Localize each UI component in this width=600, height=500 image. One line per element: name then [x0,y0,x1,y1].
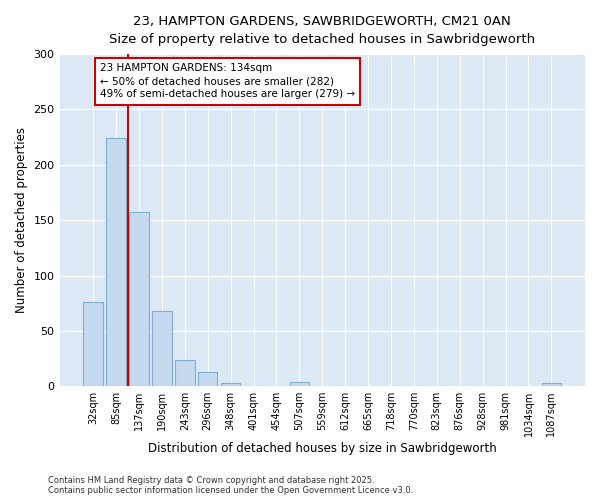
Bar [152,311,172,386]
Bar [198,372,217,386]
Bar [221,383,241,386]
Bar [129,212,149,386]
Text: 23 HAMPTON GARDENS: 134sqm
← 50% of detached houses are smaller (282)
49% of sem: 23 HAMPTON GARDENS: 134sqm ← 50% of deta… [100,63,355,100]
X-axis label: Distribution of detached houses by size in Sawbridgeworth: Distribution of detached houses by size … [148,442,497,455]
Bar [83,302,103,386]
Bar [542,383,561,386]
Text: Contains HM Land Registry data © Crown copyright and database right 2025.
Contai: Contains HM Land Registry data © Crown c… [48,476,413,495]
Bar [106,138,126,386]
Bar [175,360,194,386]
Y-axis label: Number of detached properties: Number of detached properties [15,127,28,313]
Bar [290,382,309,386]
Title: 23, HAMPTON GARDENS, SAWBRIDGEWORTH, CM21 0AN
Size of property relative to detac: 23, HAMPTON GARDENS, SAWBRIDGEWORTH, CM2… [109,15,535,46]
